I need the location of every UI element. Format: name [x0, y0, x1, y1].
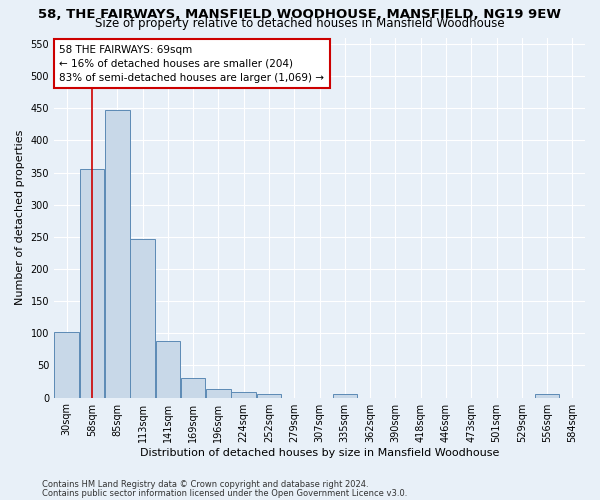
Text: Contains HM Land Registry data © Crown copyright and database right 2024.: Contains HM Land Registry data © Crown c… [42, 480, 368, 489]
Text: Size of property relative to detached houses in Mansfield Woodhouse: Size of property relative to detached ho… [95, 18, 505, 30]
Bar [155, 341, 180, 398]
Bar [257, 394, 281, 398]
Bar [130, 240, 155, 398]
Bar [55, 332, 79, 398]
Bar [332, 394, 357, 398]
X-axis label: Distribution of detached houses by size in Mansfield Woodhouse: Distribution of detached houses by size … [140, 448, 499, 458]
Bar [535, 394, 559, 398]
Text: 58, THE FAIRWAYS, MANSFIELD WOODHOUSE, MANSFIELD, NG19 9EW: 58, THE FAIRWAYS, MANSFIELD WOODHOUSE, M… [38, 8, 562, 20]
Text: 58 THE FAIRWAYS: 69sqm
← 16% of detached houses are smaller (204)
83% of semi-de: 58 THE FAIRWAYS: 69sqm ← 16% of detached… [59, 44, 325, 82]
Bar [105, 110, 130, 398]
Text: Contains public sector information licensed under the Open Government Licence v3: Contains public sector information licen… [42, 488, 407, 498]
Bar [206, 389, 230, 398]
Y-axis label: Number of detached properties: Number of detached properties [15, 130, 25, 305]
Bar [232, 392, 256, 398]
Bar [181, 378, 205, 398]
Bar [80, 170, 104, 398]
